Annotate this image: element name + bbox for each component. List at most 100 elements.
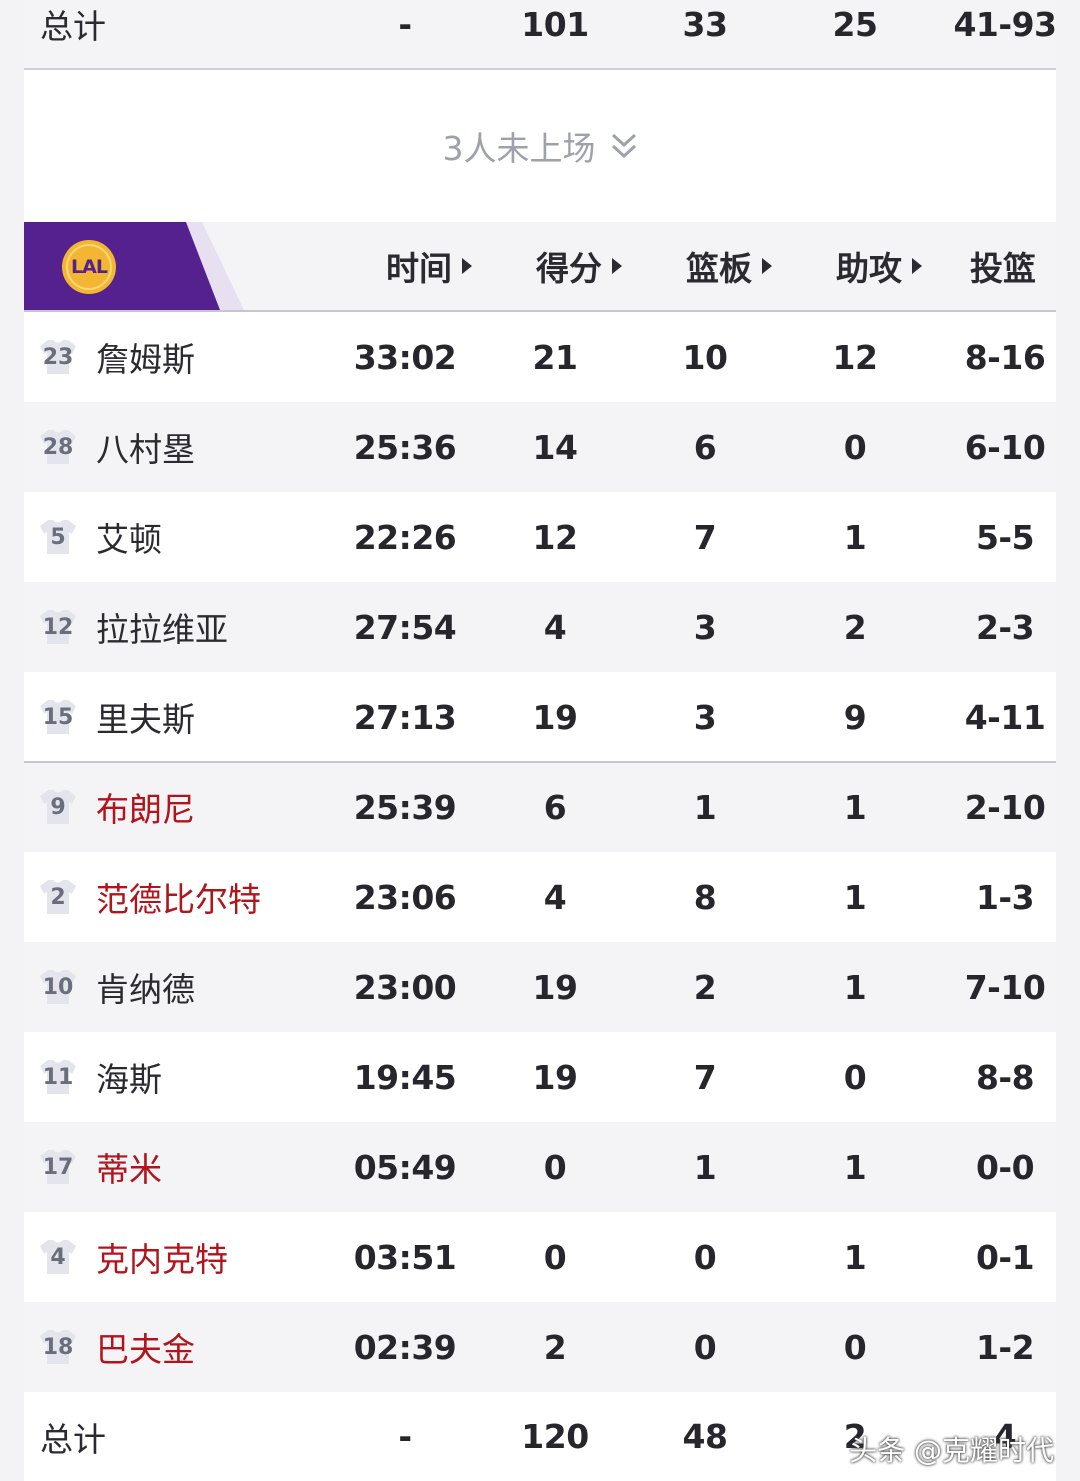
player-assists: 1: [843, 517, 867, 557]
column-header-fg-label: 投篮: [970, 249, 1036, 288]
player-fg: 7-10: [964, 967, 1046, 1007]
jersey-icon: 23: [38, 338, 78, 376]
table-row[interactable]: 17 蒂米 05:49 0 1 1 0-0: [24, 1122, 1056, 1212]
jersey-icon: 12: [38, 608, 78, 646]
player-time: 33:02: [353, 337, 457, 377]
jersey-number: 12: [42, 614, 74, 640]
player-name[interactable]: 范德比尔特: [96, 880, 261, 919]
total-assists: 2: [843, 1417, 867, 1456]
player-assists: 2: [843, 607, 867, 647]
table-row[interactable]: 12 拉拉维亚 27:54 4 3 2 2-3: [24, 582, 1056, 672]
column-header-points-label: 得分: [536, 249, 602, 288]
player-rebounds: 0: [693, 1327, 717, 1367]
table-row[interactable]: 2 范德比尔特 23:06 4 8 1 1-3: [24, 852, 1056, 942]
player-points: 4: [543, 607, 567, 647]
player-time: 25:39: [353, 787, 457, 827]
player-points: 6: [543, 787, 567, 827]
jersey-icon: 17: [38, 1148, 78, 1186]
column-header-points[interactable]: 得分: [504, 222, 654, 310]
player-fg: 8-16: [964, 337, 1046, 377]
player-assists: 0: [843, 427, 867, 467]
dnp-section: 3人未上场: [24, 70, 1056, 222]
player-name[interactable]: 艾顿: [96, 520, 162, 559]
player-points: 19: [532, 1057, 578, 1097]
dnp-toggle-button[interactable]: 3人未上场: [24, 70, 1056, 222]
player-time: 03:51: [353, 1237, 457, 1277]
player-time: 23:00: [353, 967, 457, 1007]
player-fg: 1-2: [975, 1327, 1035, 1367]
total-rebounds: 48: [682, 1417, 728, 1456]
total-label: 总计: [40, 1419, 106, 1459]
jersey-icon: 2: [38, 878, 78, 916]
player-fg: 5-5: [975, 517, 1035, 557]
player-points: 4: [543, 877, 567, 917]
player-table: 23 詹姆斯 33:02 21 10 12 8-16 28 八村塁 25:36 14 6 0 6-10 5 艾…: [24, 312, 1056, 1392]
player-points: 2: [543, 1327, 567, 1367]
player-points: 21: [532, 337, 578, 377]
column-header-assists-label: 助攻: [836, 249, 902, 288]
player-name[interactable]: 詹姆斯: [96, 340, 195, 379]
double-chevron-down-icon: [610, 131, 638, 161]
player-name[interactable]: 克内克特: [96, 1240, 228, 1279]
jersey-number: 4: [50, 1244, 66, 1270]
player-points: 14: [532, 427, 578, 467]
player-assists: 1: [843, 1147, 867, 1187]
player-name[interactable]: 蒂米: [96, 1150, 162, 1189]
header-divider: [24, 310, 1056, 312]
player-name[interactable]: 八村塁: [96, 430, 195, 469]
player-time: 23:06: [353, 877, 457, 917]
jersey-number: 17: [42, 1154, 74, 1180]
player-name[interactable]: 巴夫金: [96, 1330, 195, 1369]
player-assists: 12: [832, 337, 878, 377]
player-assists: 9: [843, 697, 867, 737]
player-fg: 4-11: [964, 697, 1046, 737]
jersey-icon: 18: [38, 1328, 78, 1366]
player-name[interactable]: 拉拉维亚: [96, 610, 228, 649]
player-assists: 1: [843, 1237, 867, 1277]
table-row[interactable]: 9 布朗尼 25:39 6 1 1 2-10: [24, 762, 1056, 852]
jersey-number: 28: [42, 434, 74, 460]
jersey-icon: 9: [38, 788, 78, 826]
table-row[interactable]: 5 艾顿 22:26 12 7 1 5-5: [24, 492, 1056, 582]
player-time: 27:13: [353, 697, 457, 737]
player-points: 12: [532, 517, 578, 557]
column-header-time[interactable]: 时间: [354, 222, 504, 310]
total-points: 120: [521, 1417, 589, 1456]
player-name[interactable]: 肯纳德: [96, 970, 195, 1009]
column-header-assists[interactable]: 助攻: [804, 222, 954, 310]
player-time: 19:45: [353, 1057, 457, 1097]
player-time: 22:26: [353, 517, 457, 557]
total-points: 101: [521, 4, 589, 44]
player-fg: 8-8: [975, 1057, 1035, 1097]
column-header-fg[interactable]: 投篮: [944, 222, 1056, 310]
column-header-rebounds[interactable]: 篮板: [654, 222, 804, 310]
player-points: 19: [532, 967, 578, 1007]
sort-arrow-icon: [462, 258, 472, 274]
table-row[interactable]: 28 八村塁 25:36 14 6 0 6-10: [24, 402, 1056, 492]
player-name[interactable]: 海斯: [96, 1060, 162, 1099]
table-row[interactable]: 15 里夫斯 27:13 19 3 9 4-11: [24, 672, 1056, 762]
player-assists: 0: [843, 1057, 867, 1097]
player-name[interactable]: 布朗尼: [96, 790, 195, 829]
player-name[interactable]: 里夫斯: [96, 700, 195, 739]
jersey-number: 11: [42, 1064, 74, 1090]
column-header-rebounds-label: 篮板: [686, 249, 752, 288]
jersey-number: 10: [42, 974, 74, 1000]
prev-team-total-row: 总计 - 101 33 25 41-93: [24, 0, 1057, 68]
player-rebounds: 3: [693, 697, 717, 737]
total-time: -: [398, 1417, 412, 1456]
player-points: 19: [532, 697, 578, 737]
watermark: 头条 @克耀时代: [849, 1434, 1054, 1467]
table-row[interactable]: 23 詹姆斯 33:02 21 10 12 8-16: [24, 312, 1056, 402]
table-row[interactable]: 4 克内克特 03:51 0 0 1 0-1: [24, 1212, 1056, 1302]
table-row[interactable]: 11 海斯 19:45 19 7 0 8-8: [24, 1032, 1056, 1122]
player-assists: 0: [843, 1327, 867, 1367]
total-label: 总计: [40, 7, 106, 46]
jersey-icon: 11: [38, 1058, 78, 1096]
team-header: LAL 时间 得分 篮板 助攻 投篮: [24, 222, 1056, 310]
table-row[interactable]: 18 巴夫金 02:39 2 0 0 1-2: [24, 1302, 1056, 1392]
table-row[interactable]: 10 肯纳德 23:00 19 2 1 7-10: [24, 942, 1056, 1032]
player-time: 02:39: [353, 1327, 457, 1367]
player-assists: 1: [843, 877, 867, 917]
player-points: 0: [543, 1237, 567, 1277]
